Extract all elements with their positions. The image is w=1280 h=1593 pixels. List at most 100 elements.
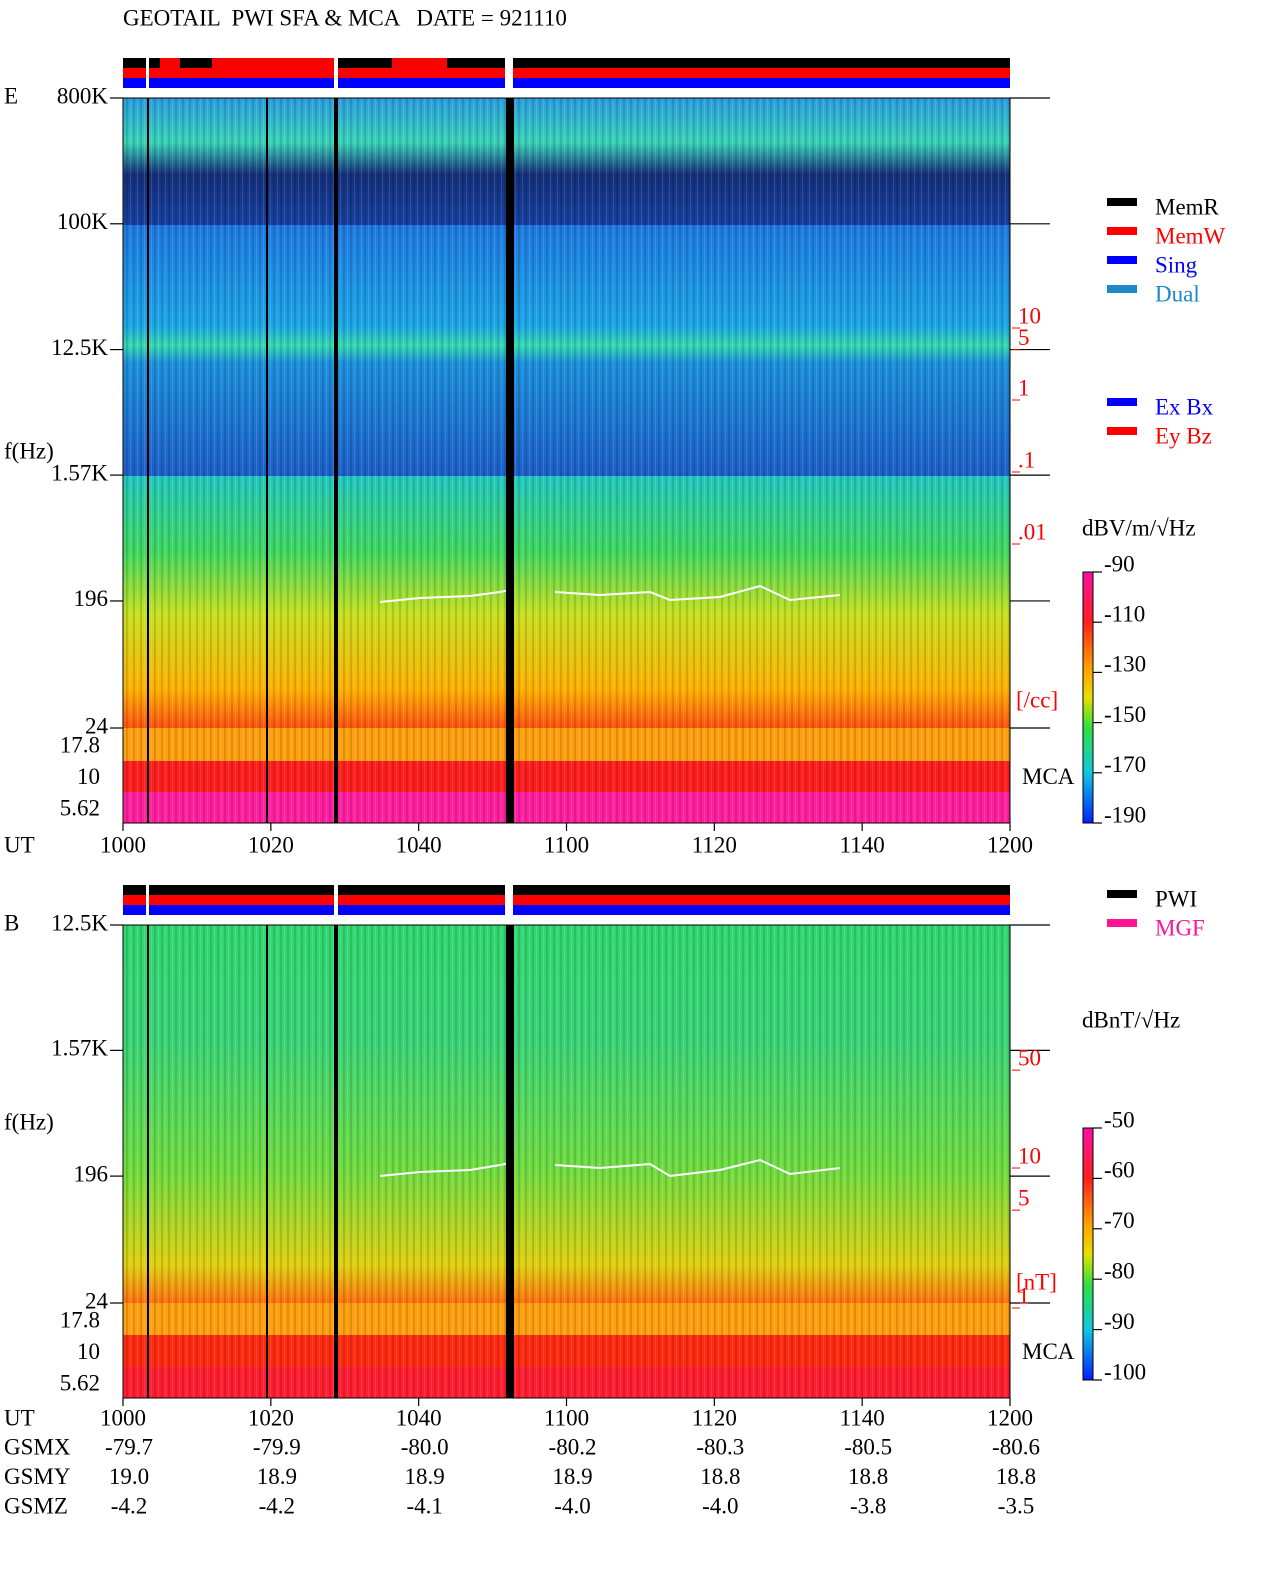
x-tick-label: 1040 xyxy=(396,1405,442,1430)
spectrogram-image xyxy=(123,925,1010,1398)
panel-label: E xyxy=(4,83,18,108)
colorbar-tick-label: -170 xyxy=(1104,752,1146,777)
x-tick-label: 1020 xyxy=(248,832,294,857)
mca-tick-label: 5.62 xyxy=(60,1371,100,1396)
legend-swatch xyxy=(1107,398,1137,406)
density-tick-label: 1 xyxy=(1018,1283,1030,1308)
x-tick-label: 1120 xyxy=(692,1405,737,1430)
x-tick-label: 1100 xyxy=(544,832,589,857)
legend-label: MemW xyxy=(1155,223,1226,248)
orbit-value: -80.3 xyxy=(696,1434,744,1459)
orbit-value: -79.7 xyxy=(105,1434,153,1459)
legend-label: MGF xyxy=(1155,915,1205,940)
density-tick-label: .01 xyxy=(1018,519,1047,544)
density-unit: [nT] xyxy=(1016,1269,1057,1294)
colorbar-tick-label: -90 xyxy=(1104,551,1135,576)
status-bars xyxy=(123,885,1010,915)
spectrogram-image xyxy=(123,98,1010,823)
legend-swatch xyxy=(1107,890,1137,898)
legend-label: Ey Bz xyxy=(1155,423,1212,448)
density-tick-label: .1 xyxy=(1018,447,1035,472)
legend-label: Ex Bx xyxy=(1155,394,1214,419)
orbit-label: GSMX xyxy=(4,1434,71,1459)
x-tick-label: 1140 xyxy=(840,832,885,857)
colorbar-tick-label: -80 xyxy=(1104,1258,1135,1283)
x-tick-label: 1020 xyxy=(248,1405,294,1430)
density-tick-label: 50 xyxy=(1018,1045,1041,1070)
orbit-value: -3.5 xyxy=(998,1493,1034,1518)
orbit-value: 18.9 xyxy=(257,1464,297,1489)
y-tick-label: 100K xyxy=(57,209,109,234)
x-axis-label: UT xyxy=(4,1405,35,1430)
y-axis-label: f(Hz) xyxy=(4,438,54,463)
orbit-value: 18.8 xyxy=(996,1464,1036,1489)
orbit-value: -4.2 xyxy=(259,1493,295,1518)
colorbar-label: dBV/m/√Hz xyxy=(1082,515,1196,540)
mca-tick-label: 5.62 xyxy=(60,796,100,821)
orbit-value: -80.5 xyxy=(844,1434,892,1459)
orbit-label: GSMY xyxy=(4,1464,71,1489)
y-tick-label: 24 xyxy=(85,1288,109,1313)
orbit-value: -4.0 xyxy=(554,1493,590,1518)
status-bars xyxy=(123,58,1010,88)
mca-label: MCA xyxy=(1022,1339,1075,1364)
x-tick-label: 1000 xyxy=(100,1405,146,1430)
density-tick-label: 5 xyxy=(1018,1185,1030,1210)
legend-swatch xyxy=(1107,198,1137,206)
orbit-value: -4.0 xyxy=(702,1493,738,1518)
y-tick-label: 196 xyxy=(74,1161,109,1186)
x-axis-label: UT xyxy=(4,832,35,857)
legend-swatch xyxy=(1107,427,1137,435)
mca-tick-label: 17.8 xyxy=(60,732,100,757)
x-tick-label: 1120 xyxy=(692,832,737,857)
orbit-value: -3.8 xyxy=(850,1493,886,1518)
colorbar xyxy=(1082,571,1094,824)
y-tick-label: 196 xyxy=(74,586,109,611)
y-tick-label: 12.5K xyxy=(51,335,108,360)
density-tick-label: 1 xyxy=(1018,375,1030,400)
colorbar-tick-label: -130 xyxy=(1104,652,1146,677)
y-tick-label: 1.57K xyxy=(51,1036,108,1061)
colorbar-tick-label: -100 xyxy=(1104,1359,1146,1384)
colorbar-tick-label: -90 xyxy=(1104,1309,1135,1334)
density-tick-label: 5 xyxy=(1018,325,1030,350)
colorbar-tick-label: -190 xyxy=(1104,802,1146,827)
orbit-value: 18.8 xyxy=(848,1464,888,1489)
orbit-value: -4.1 xyxy=(406,1493,442,1518)
orbit-value: 18.9 xyxy=(552,1464,592,1489)
legend-swatch xyxy=(1107,919,1137,927)
colorbar-tick-label: -70 xyxy=(1104,1208,1135,1233)
legend-swatch xyxy=(1107,285,1137,293)
panel-label: B xyxy=(4,910,19,935)
x-tick-label: 1040 xyxy=(396,832,442,857)
legend-label: Sing xyxy=(1155,252,1198,277)
y-tick-label: 1.57K xyxy=(51,460,108,485)
orbit-value: 19.0 xyxy=(109,1464,149,1489)
y-tick-label: 800K xyxy=(57,83,109,108)
x-tick-label: 1200 xyxy=(987,1405,1033,1430)
colorbar-tick-label: -150 xyxy=(1104,702,1146,727)
orbit-value: -80.6 xyxy=(992,1434,1040,1459)
orbit-value: -79.9 xyxy=(253,1434,301,1459)
x-tick-label: 1200 xyxy=(987,832,1033,857)
y-tick-label: 24 xyxy=(85,713,109,738)
colorbar xyxy=(1082,1127,1094,1381)
orbit-value: 18.8 xyxy=(700,1464,740,1489)
mca-label: MCA xyxy=(1022,764,1075,789)
colorbar-tick-label: -110 xyxy=(1104,601,1145,626)
orbit-value: -80.0 xyxy=(401,1434,449,1459)
density-tick-label: 10 xyxy=(1018,303,1041,328)
y-tick-label: 12.5K xyxy=(51,910,108,935)
legend-label: MemR xyxy=(1155,194,1220,219)
orbit-value: 18.9 xyxy=(405,1464,445,1489)
mca-tick-label: 10 xyxy=(77,764,100,789)
density-unit: [/cc] xyxy=(1016,687,1058,712)
legend-swatch xyxy=(1107,256,1137,264)
mca-tick-label: 17.8 xyxy=(60,1307,100,1332)
x-tick-label: 1100 xyxy=(544,1405,589,1430)
title: GEOTAIL PWI SFA & MCA DATE = 921110 xyxy=(123,5,567,30)
legend-swatch xyxy=(1107,227,1137,235)
x-tick-label: 1000 xyxy=(100,832,146,857)
colorbar-label: dBnT/√Hz xyxy=(1082,1007,1180,1032)
